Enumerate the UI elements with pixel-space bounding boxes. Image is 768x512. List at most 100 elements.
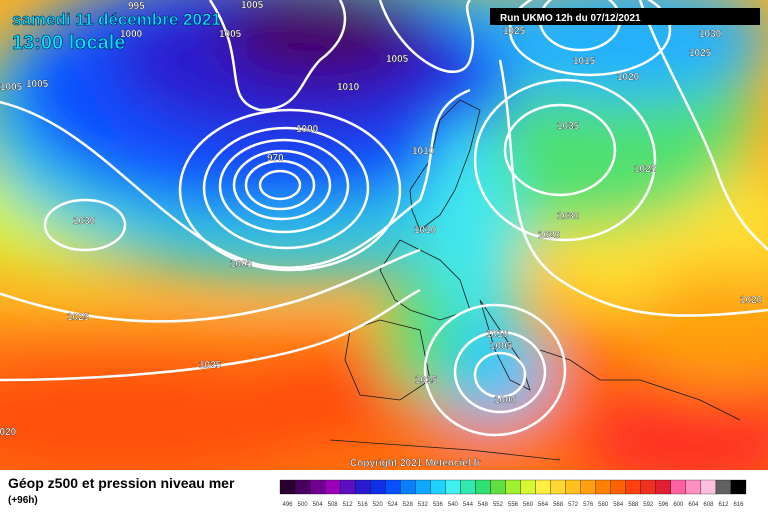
colorbar-label: 556: [508, 502, 519, 508]
colorbar-cell: [400, 479, 416, 495]
isobar-label: 1030: [557, 211, 580, 222]
colorbar-label: 508: [328, 502, 339, 508]
colorbar-cell: [715, 479, 732, 495]
colorbar-cell: [460, 479, 476, 495]
isobar-label: 1005: [386, 54, 409, 65]
colorbar-cell: [294, 479, 311, 495]
colorbar-cell: [279, 479, 296, 495]
colorbar-cell: [324, 479, 341, 495]
colorbar-cell: [415, 479, 431, 495]
field: 995 1005 1005 1000 1005 1005 1010 1005 1…: [0, 0, 768, 470]
isobar-label: 1000: [120, 29, 143, 40]
colorbar-cell: [640, 479, 656, 495]
isobar-label: 1025: [634, 164, 657, 175]
title-date: samedi 11 décembre 2021: [12, 10, 221, 29]
isobar-label: 1025: [199, 360, 222, 371]
isobar-label: 1030: [73, 216, 96, 227]
colorbar-label: 564: [538, 502, 549, 508]
colorbar-label: 544: [463, 502, 474, 508]
colorbar-label: 504: [313, 502, 324, 508]
colorbar-label: 512: [343, 502, 354, 508]
isobar-label: 1020: [740, 295, 763, 306]
colorbar-cell: [355, 479, 371, 495]
title-time: 13:00 locale: [12, 32, 125, 54]
colorbar-label: 540: [448, 502, 459, 508]
colorbar-label: 524: [388, 502, 399, 508]
colorbar-label: 572: [568, 502, 579, 508]
isobar-label: 1005: [219, 29, 242, 40]
legend-title: Géop z500 et pression niveau mer: [8, 475, 235, 491]
colorbar-cell: [595, 479, 611, 495]
colorbar-cell: [339, 479, 356, 495]
isobar-label: 1020: [617, 72, 640, 83]
colorbar-label: 588: [628, 502, 639, 508]
isobar-label: 1010: [412, 146, 435, 157]
isobar-label: 970: [267, 153, 284, 164]
legend-subtitle: (+96h): [8, 495, 38, 506]
colorbar-label: 596: [658, 502, 669, 508]
isobar-label: 1020: [0, 427, 17, 438]
colorbar-label: 616: [733, 502, 744, 508]
colorbar-cell: [370, 479, 386, 495]
colorbar-label: 600: [673, 502, 684, 508]
isobar-label: 1035: [557, 121, 580, 132]
isobar-labels: 995 1005 1005 1000 1005 1005 1010 1005 1…: [0, 0, 763, 438]
isobar-label: 1030: [699, 29, 722, 40]
colorbar-label: 604: [688, 502, 699, 508]
isobar-label: 1020: [538, 230, 561, 241]
colorbar-label: 592: [643, 502, 654, 508]
colorbar-cell: [670, 479, 687, 495]
colorbar-cell: [445, 479, 461, 495]
colorbar-label: 608: [703, 502, 714, 508]
colorbar-label: 516: [358, 502, 369, 508]
colorbar-label: 560: [523, 502, 534, 508]
isobar-label: 1005: [0, 82, 23, 93]
colorbar-cell: [580, 479, 596, 495]
colorbar-label: 532: [418, 502, 429, 508]
colorbar-cell: [685, 479, 702, 495]
colorbar-label: 580: [598, 502, 609, 508]
colorbar-cell: [610, 479, 626, 495]
colorbar-cell: [490, 479, 506, 495]
isobar-label: 1005: [230, 259, 253, 270]
colorbar-cell: [535, 479, 551, 495]
isobar-label: 1005: [26, 79, 49, 90]
isobar-label: 1015: [573, 56, 596, 67]
isobar-label: 1015: [415, 375, 438, 386]
colorbar-label: 568: [553, 502, 564, 508]
legend: Géop z500 et pression niveau mer (+96h) …: [8, 475, 747, 508]
isobar-label: 1010: [414, 225, 437, 236]
colorbar-label: 584: [613, 502, 624, 508]
map: 995 1005 1005 1000 1005 1005 1010 1005 1…: [0, 0, 768, 470]
run-box: [490, 8, 760, 25]
colorbar-cell: [385, 479, 401, 495]
isobars-lines: [0, 0, 768, 437]
run-info: Run UKMO 12h du 07/12/2021: [500, 13, 641, 24]
colorbar-label: 612: [718, 502, 729, 508]
colorbar-cell: [730, 479, 747, 495]
colorbar-label: 528: [403, 502, 414, 508]
isobar-label: 995: [128, 1, 145, 12]
colorbar-label: 500: [298, 502, 309, 508]
isobar-label: 1025: [67, 312, 90, 323]
isobar-label: 1000: [494, 395, 517, 406]
colorbar-cell: [550, 479, 566, 495]
isobar-label: 1005: [241, 0, 264, 11]
isobar-label: 1025: [689, 48, 712, 59]
colorbar-cell: [475, 479, 491, 495]
isobar-label: 1010: [486, 329, 509, 340]
isobar-label: 1000: [296, 124, 319, 135]
colorbar-cell: [625, 479, 641, 495]
colorbar-label: 496: [283, 502, 294, 508]
colorbar-cell: [565, 479, 581, 495]
isobar-label: 1025: [503, 26, 526, 37]
colorbar-cell: [700, 479, 717, 495]
colorbar-cell: [430, 479, 446, 495]
colorbar-cell: [309, 479, 326, 495]
colorbar-cell: [520, 479, 536, 495]
colorbar-label: 520: [373, 502, 384, 508]
isobar-label: 1010: [337, 82, 360, 93]
colorbar-cell: [505, 479, 521, 495]
colorbar-cell: [655, 479, 671, 495]
